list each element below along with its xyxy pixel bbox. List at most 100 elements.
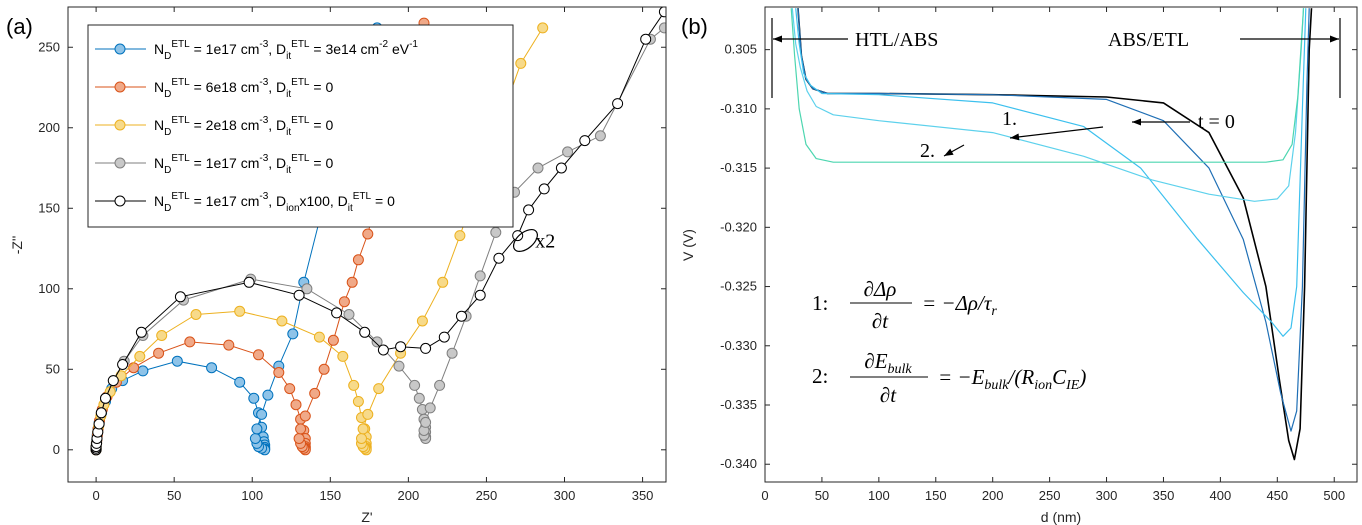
- panel-a-series-point: [293, 289, 305, 301]
- panel-a-ytick-label: 0: [53, 442, 60, 457]
- eq1-numerator: ∂Δρ: [864, 277, 897, 301]
- panel-b-ytick-label: -0.320: [720, 219, 757, 234]
- legend-n-sup: ETL: [171, 191, 190, 202]
- panel-a-series-point: [287, 328, 299, 340]
- panel-a-series-point: [395, 341, 407, 353]
- eq2-rhs-b: /(R: [1008, 365, 1035, 389]
- panel-a-series-point: [352, 254, 364, 266]
- legend-n: N: [154, 155, 164, 171]
- legend-b-sup: ETL: [291, 153, 310, 164]
- panel-a-series-point: [107, 375, 119, 387]
- panel-b-ytick-label: -0.340: [720, 456, 757, 471]
- legend-c: x100, D: [300, 193, 348, 209]
- legend-c: = 0: [310, 117, 334, 133]
- panel-a-series-point: [555, 162, 567, 174]
- panel-a-ytick-label: 50: [46, 361, 60, 376]
- panel-b-xtick-label: 50: [815, 488, 829, 503]
- panel-a-legend-swatch-marker: [114, 43, 126, 55]
- panel-a-series-point: [658, 22, 666, 34]
- panel-a-ytick-label: 200: [38, 120, 60, 135]
- panel-a-series-point: [206, 362, 218, 374]
- panel-a-series-point: [331, 307, 343, 319]
- panel-a-series-point: [612, 98, 624, 110]
- panel-a-series-point: [253, 349, 264, 361]
- legend-b: , D: [268, 79, 286, 95]
- eq1-rhs-main: = −Δρ/τ: [922, 291, 993, 315]
- panel-a-series-point: [327, 334, 339, 346]
- panel-a-series-point: [135, 326, 147, 338]
- panel-a-series-point: [362, 228, 374, 240]
- panel-a-series-point: [377, 344, 389, 356]
- panel-b-xtick-label: 300: [1096, 488, 1118, 503]
- legend-a: = 6e18 cm: [190, 79, 260, 95]
- panel-b-label: (b): [681, 14, 708, 39]
- htl-abs-arrow-head: [773, 35, 782, 43]
- panel-a-series-point: [273, 367, 285, 378]
- panel-a-series-point: [234, 305, 246, 317]
- panel-a-xtick-label: 350: [632, 488, 654, 503]
- eq1-rhs: = −Δρ/τr: [922, 291, 997, 319]
- legend-c-sub: it: [348, 203, 353, 214]
- legend-b-sup: ETL: [291, 39, 310, 50]
- panel-a-series-point: [184, 336, 196, 348]
- legend-b-sub: ion: [286, 203, 299, 214]
- panel-a-series-point: [474, 289, 486, 301]
- panel-a-series-point: [532, 162, 544, 174]
- panel-a-series-point: [284, 383, 296, 395]
- panel-a-legend-entry-5: NDETL = 1e17 cm-3, Dionx100, DitETL = 0: [95, 191, 395, 214]
- panel-b-ytick-label: -0.310: [720, 101, 757, 116]
- panel-a-series-point: [343, 309, 355, 320]
- panel-a-series-point: [290, 399, 302, 411]
- panel-a-series-point: [299, 410, 311, 422]
- panel-a-series-point: [362, 408, 374, 420]
- panel-b-series-line-3: [795, 8, 1307, 337]
- panel-a-legend-entry-3: NDETL = 2e18 cm-3, DitETL = 0: [95, 115, 333, 138]
- panel-a-series-point: [262, 389, 274, 401]
- panel-a-legend-entry-2: NDETL = 6e18 cm-3, DitETL = 0: [95, 77, 333, 100]
- legend-a: = 1e17 cm: [190, 155, 260, 171]
- panel-a-series-point: [301, 283, 313, 295]
- legend-b-sub: it: [286, 127, 291, 138]
- panel-a-label: (a): [6, 14, 33, 39]
- legend-n-sup: ETL: [171, 77, 190, 88]
- panel-b-xlabel: d (nm): [1041, 509, 1081, 525]
- legend-a-sup: -3: [259, 115, 268, 126]
- panel-b-series-line-5: [790, 8, 1305, 163]
- t0-arrow: [1132, 118, 1190, 126]
- legend-n-sup: ETL: [171, 39, 190, 50]
- eq1-index: 1:: [812, 291, 828, 315]
- legend-n-sub: D: [164, 51, 171, 62]
- panel-a-legend-entry-4: NDETL = 1e17 cm-3, DitETL = 0: [95, 153, 333, 176]
- panel-a-series-point: [409, 379, 421, 391]
- panel-a-series-point: [346, 276, 358, 288]
- legend-n-sup: ETL: [171, 115, 190, 126]
- panel-a-xtick-label: 200: [398, 488, 420, 503]
- eq2-rhs-d: ): [1078, 365, 1086, 389]
- panel-a-series-point: [251, 423, 263, 435]
- eq2-rhs-a-sub: bulk: [984, 378, 1009, 393]
- panel-a-series-point: [359, 326, 371, 338]
- arrow-1-shaft: [1009, 126, 1104, 139]
- legend-a-sup: -3: [259, 39, 268, 50]
- panel-a-series-point: [424, 402, 436, 414]
- panel-a-xtick-label: 100: [241, 488, 263, 503]
- arrow-2-label: 2.: [920, 140, 935, 162]
- legend-b: , D: [268, 41, 286, 57]
- panel-a-series-point: [579, 135, 591, 147]
- panel-b-equations: 1:∂Δρ∂t= −Δρ/τr2:∂Ebulk∂t= −Ebulk/(RionC…: [812, 277, 1086, 407]
- eq2-numerator: ∂Ebulk: [864, 349, 912, 377]
- panel-a-series-point: [420, 342, 432, 354]
- panel-a-series-point: [249, 433, 261, 444]
- panel-a-series-point: [93, 418, 105, 430]
- panel-a-series-point: [295, 423, 307, 435]
- eq2-rhs-b-sub: ion: [1034, 378, 1052, 393]
- panel-a-series-point: [393, 360, 405, 372]
- panel-a-series-point: [337, 350, 349, 362]
- panel-a-series-point: [512, 230, 524, 242]
- panel-a-series-point: [223, 339, 235, 351]
- eq2-rhs: = −Ebulk/(RionCIE): [938, 365, 1086, 393]
- legend-a: = 2e18 cm: [190, 117, 260, 133]
- panel-a-series-point: [446, 347, 458, 359]
- panel-a-legend-swatch-marker: [114, 157, 126, 169]
